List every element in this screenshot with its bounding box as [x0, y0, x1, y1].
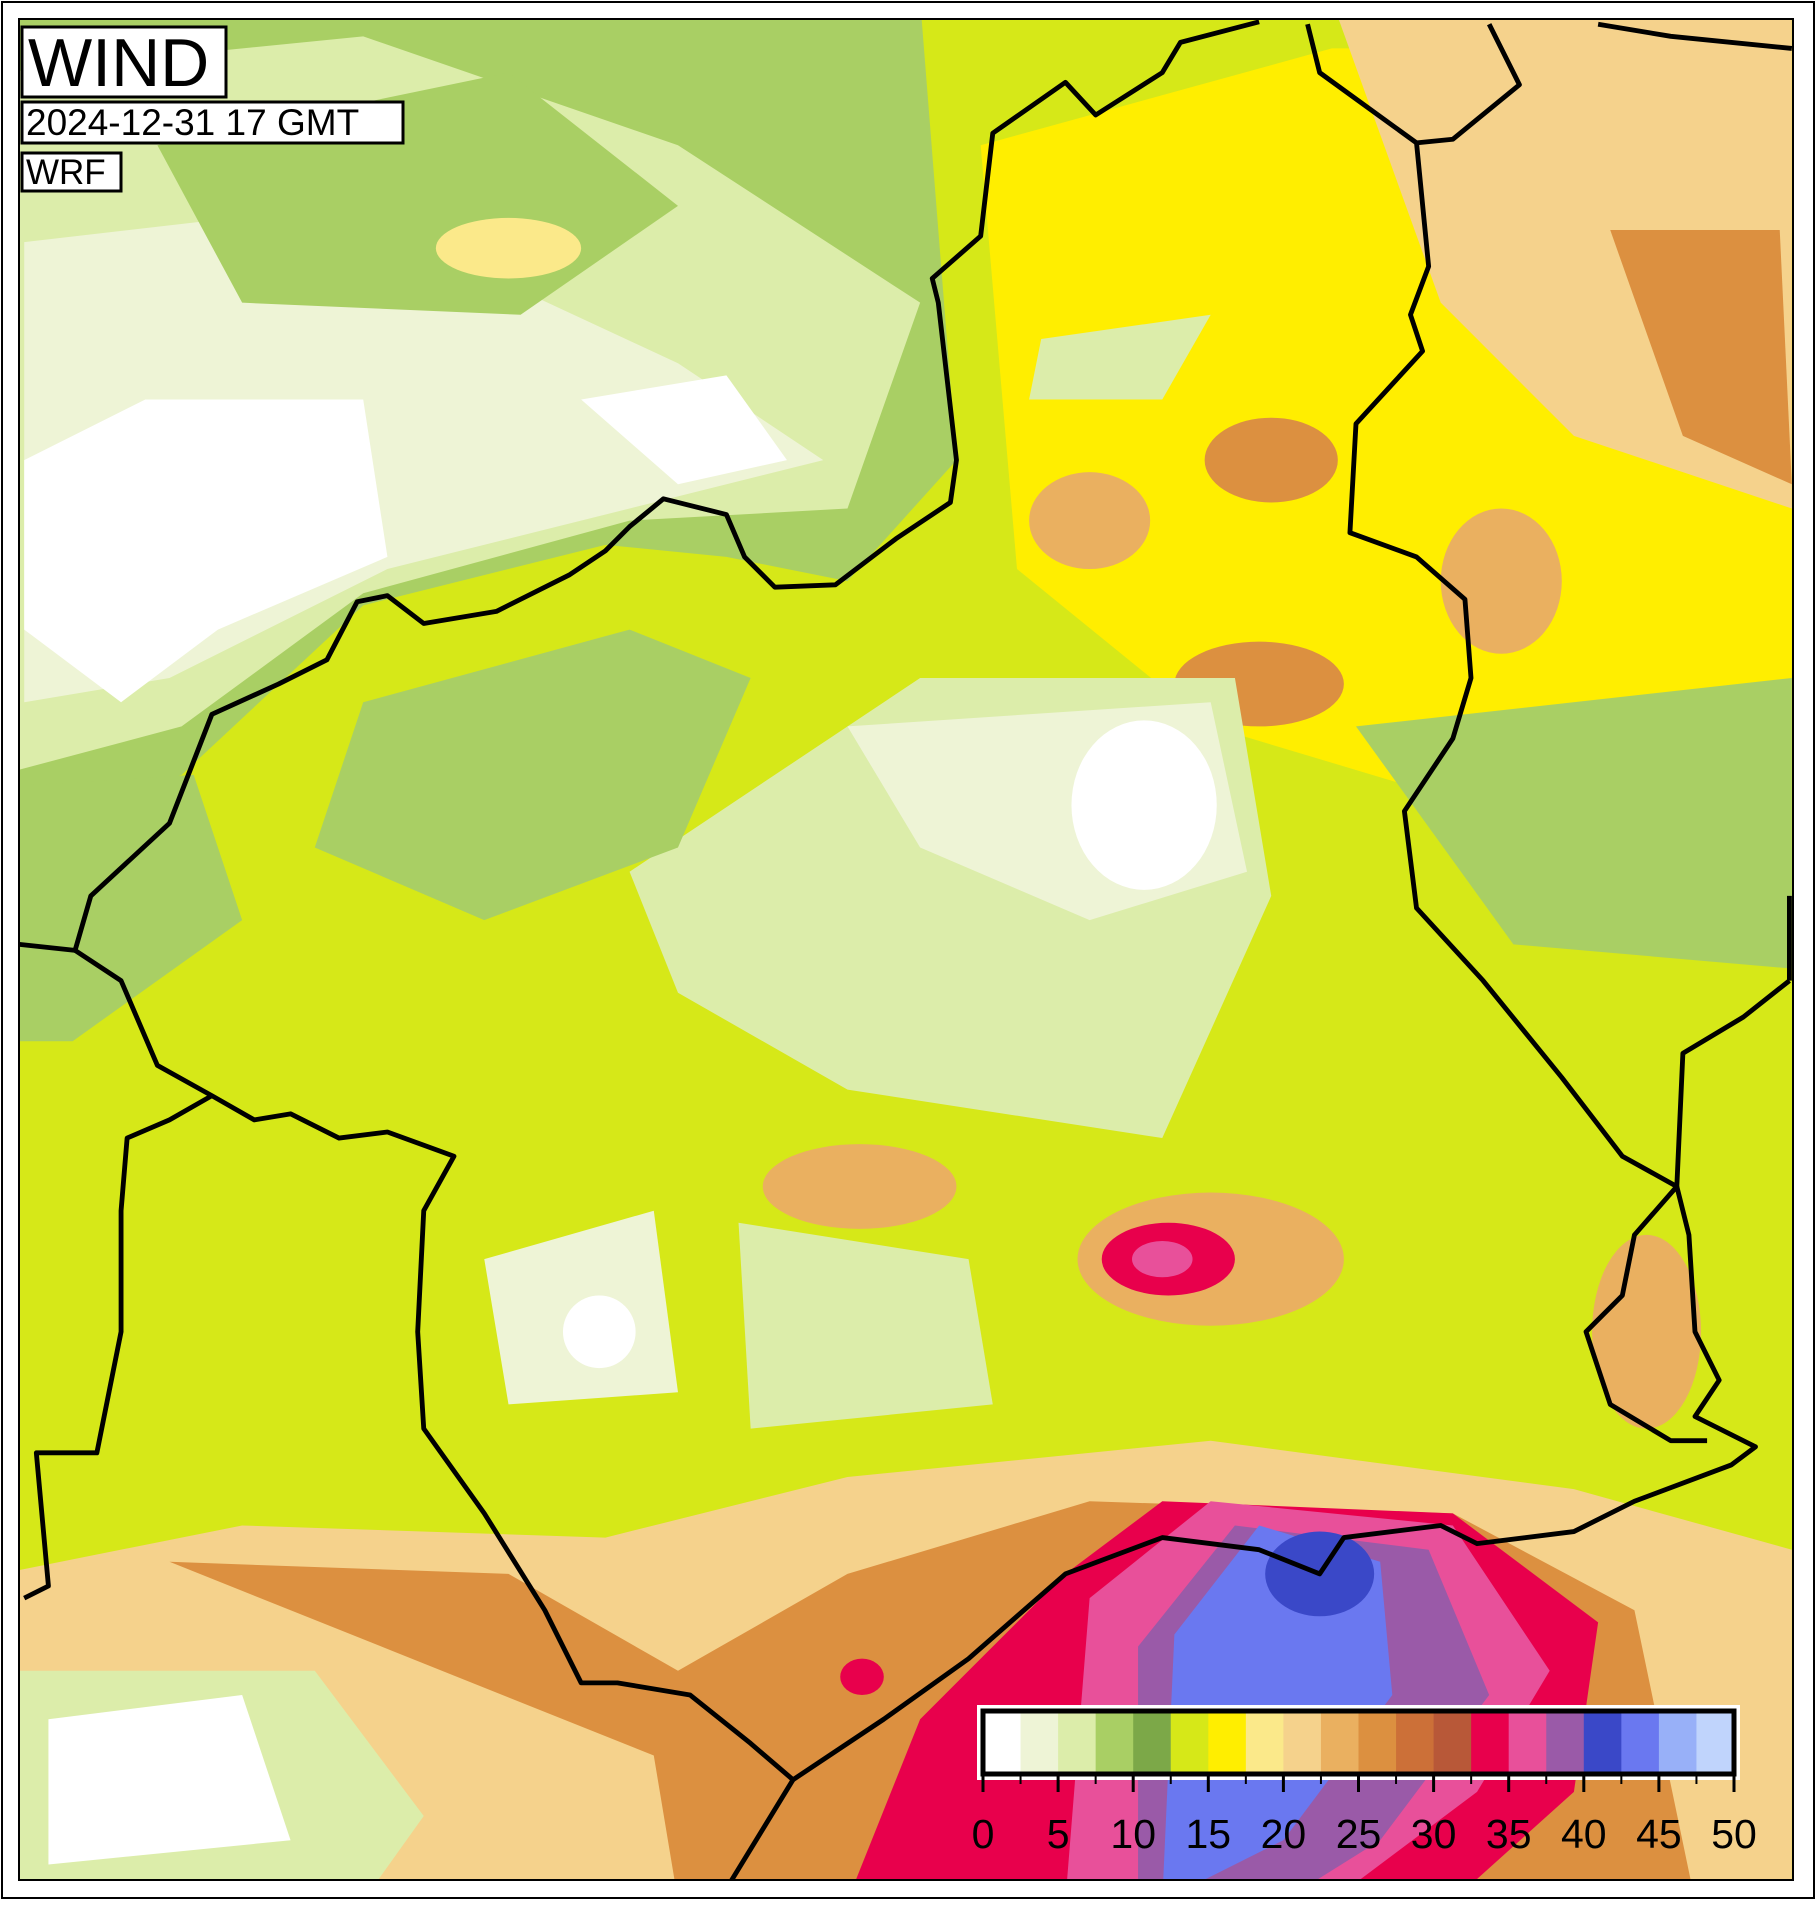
- colorbar-cell: [1658, 1711, 1697, 1774]
- model: WRF: [26, 153, 106, 192]
- title-box: [20, 25, 228, 99]
- colorbar-cell: [1283, 1711, 1322, 1774]
- colorbar-cell: [1696, 1711, 1735, 1774]
- colorbar-tick-label: 30: [1411, 1811, 1457, 1857]
- colorbar-cell: [1508, 1711, 1547, 1774]
- title: WIND: [28, 25, 209, 101]
- colorbar-tick-label: 35: [1486, 1811, 1532, 1857]
- date: 2024-12-31 17 GMT: [26, 102, 359, 143]
- colorbar-cell: [1433, 1711, 1472, 1774]
- colorbar-cell: [1245, 1711, 1284, 1774]
- colorbar-cell: [1358, 1711, 1397, 1774]
- map-frame: [18, 18, 1794, 1881]
- colorbar-cell: [1170, 1711, 1209, 1774]
- colorbar-cell: [1396, 1711, 1435, 1774]
- colorbar-tick-label: 50: [1711, 1811, 1757, 1857]
- model-box: [20, 151, 123, 193]
- colorbar-cell: [1208, 1711, 1247, 1774]
- colorbar-cell: [1020, 1711, 1059, 1774]
- colorbar-tick-label: 25: [1336, 1811, 1382, 1857]
- colorbar-tick-label: 0: [972, 1811, 995, 1857]
- colorbar-tick-label: 10: [1110, 1811, 1156, 1857]
- colorbar-cell: [1471, 1711, 1510, 1774]
- colorbar-cell: [1133, 1711, 1172, 1774]
- colorbar-tick-label: 5: [1047, 1811, 1070, 1857]
- colorbar-cell: [1095, 1711, 1134, 1774]
- colorbar-tick-label: 40: [1561, 1811, 1607, 1857]
- colorbar-tick-label: 15: [1185, 1811, 1231, 1857]
- colorbar-cell: [1621, 1711, 1660, 1774]
- colorbar-tick-label: 45: [1636, 1811, 1682, 1857]
- colorbar-cell: [1546, 1711, 1585, 1774]
- colorbar-cell: [1583, 1711, 1622, 1774]
- colorbar-cell: [1058, 1711, 1097, 1774]
- colorbar-tick-label: 20: [1261, 1811, 1307, 1857]
- date-box: [20, 100, 405, 145]
- colorbar: 0 5 10 15 20 25 30 35 40 45 50: [972, 1705, 1757, 1857]
- colorbar-cell: [1320, 1711, 1359, 1774]
- colorbar-cell: [983, 1711, 1022, 1774]
